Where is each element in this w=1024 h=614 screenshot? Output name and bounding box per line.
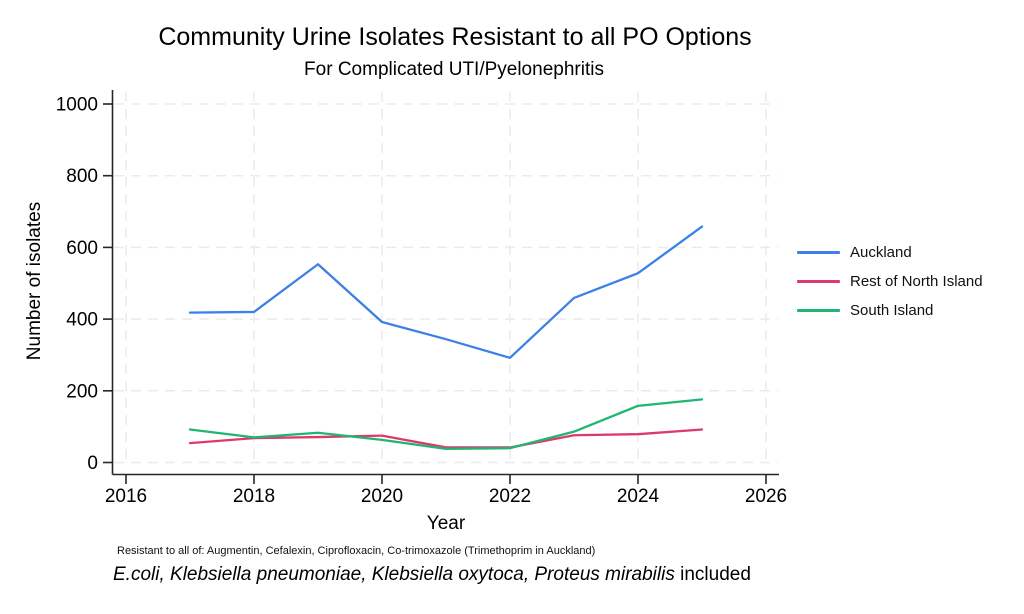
y-tick-label: 800	[66, 166, 98, 187]
y-tick-label: 1000	[56, 95, 98, 116]
legend-label: South Island	[850, 302, 934, 319]
legend-label: Rest of North Island	[850, 273, 983, 290]
x-tick-label: 2024	[617, 486, 660, 507]
x-tick-label: 2016	[105, 486, 147, 507]
series-line-south-island	[188, 398, 704, 451]
footnote-organisms-regular: included	[674, 564, 751, 585]
series-line-rest-of-north-island	[188, 428, 704, 449]
legend-item-rest-of-north-island: Rest of North Island	[797, 267, 983, 296]
x-tick-label: 2020	[361, 486, 403, 507]
y-tick-label: 200	[66, 381, 98, 402]
legend-swatch	[797, 309, 840, 312]
x-axis-title: Year	[426, 513, 466, 534]
legend-swatch	[797, 251, 840, 254]
footnote-organisms-italic: E.coli, Klebsiella pneumoniae, Klebsiell…	[113, 564, 675, 585]
y-axis-title: Number of isolates	[24, 201, 45, 361]
legend: Auckland Rest of North Island South Island	[797, 238, 983, 325]
y-tick-label: 600	[66, 238, 98, 259]
legend-label: Auckland	[850, 244, 912, 261]
footnote-antibiotics: Resistant to all of: Augmentin, Cefalexi…	[117, 545, 596, 557]
chart-subtitle: For Complicated UTI/Pyelonephritis	[304, 59, 604, 80]
y-tick-label: 400	[66, 310, 98, 331]
x-tick-label: 2026	[745, 486, 787, 507]
x-tick-label: 2018	[233, 486, 275, 507]
legend-item-south-island: South Island	[797, 296, 983, 325]
chart-title: Community Urine Isolates Resistant to al…	[158, 23, 752, 51]
legend-swatch	[797, 280, 840, 283]
legend-item-auckland: Auckland	[797, 238, 983, 267]
y-tick-label: 0	[87, 453, 98, 474]
series-line-auckland	[188, 225, 704, 359]
x-tick-label: 2022	[489, 486, 531, 507]
footnote-organisms: E.coli, Klebsiella pneumoniae, Klebsiell…	[113, 564, 751, 586]
